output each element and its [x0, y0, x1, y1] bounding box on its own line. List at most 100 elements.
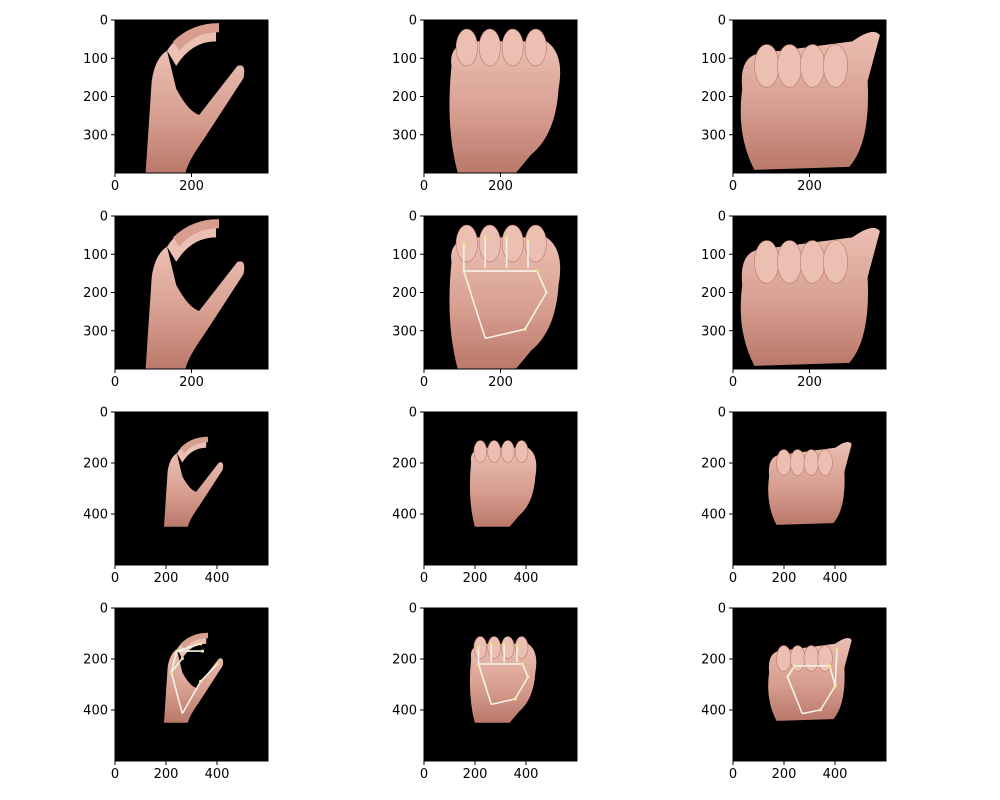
y-tick-label: 300 [701, 128, 726, 143]
panel-r1-c2: 0 200 0 100 200 300 [701, 210, 887, 390]
y-tick-label: 100 [392, 248, 417, 263]
hand-knuckle [776, 645, 792, 672]
skeleton-joint [515, 644, 519, 648]
hand-palm [145, 50, 245, 173]
axes-frame [732, 411, 887, 566]
axes-frame [732, 607, 887, 762]
x-tick-label: 200 [772, 767, 797, 782]
skeleton-joint [462, 241, 466, 246]
skeleton-bone [834, 649, 838, 687]
panel-r3-c0: 0 200 400 0 200 400 [83, 602, 269, 782]
skeleton-bone [514, 676, 529, 700]
hand-knuckle [524, 224, 547, 263]
hand-knuckle [455, 224, 478, 263]
hand-knuckle [777, 44, 803, 88]
skeleton-joint [835, 647, 839, 651]
hand-fingers [180, 632, 208, 650]
skeleton-joint [199, 642, 203, 646]
x-tick-label: 0 [729, 767, 737, 782]
skeleton-bone [828, 665, 836, 687]
x-tick-label: 0 [420, 179, 428, 194]
skeleton-joint [535, 269, 539, 273]
y-tick-label: 0 [718, 406, 726, 421]
image-background [115, 608, 268, 761]
skeleton-joint [180, 656, 184, 661]
panel-r3-c2: 0 200 400 0 200 400 [701, 602, 887, 782]
skeleton-bone [181, 681, 202, 714]
y-tick-label: 200 [83, 90, 108, 105]
x-tick-label: 200 [797, 375, 822, 390]
x-tick-label: 200 [797, 179, 822, 194]
panel-r2-c1: 0 200 400 0 200 400 [392, 406, 578, 586]
y-tick-label: 300 [701, 324, 726, 339]
x-tick-label: 400 [205, 571, 230, 586]
hand-knuckle [501, 636, 515, 659]
hand-knuckle [478, 28, 501, 67]
y-tick-label: 0 [100, 14, 108, 29]
x-tick-label: 400 [514, 571, 539, 586]
x-tick-label: 0 [420, 767, 428, 782]
y-tick-label: 400 [701, 508, 726, 523]
hand-knuckle [501, 224, 524, 263]
skeleton-joint [828, 664, 832, 668]
y-tick-label: 400 [83, 704, 108, 719]
y-tick-label: 0 [100, 406, 108, 421]
hand-knuckle [478, 224, 501, 263]
skeleton-bone [477, 663, 493, 705]
skeleton-joint [505, 235, 509, 239]
x-tick-label: 200 [463, 571, 488, 586]
y-tick-label: 0 [718, 602, 726, 617]
skeleton-bone [786, 665, 796, 678]
y-tick-label: 0 [100, 602, 108, 617]
hand-knuckle [789, 449, 806, 476]
panel-r0-c1: 0 200 0 100 200 300 [392, 14, 578, 194]
hand-knuckle [487, 440, 501, 463]
skeleton-bone [463, 270, 486, 339]
x-tick-label: 400 [823, 767, 848, 782]
hand-knuckle [524, 28, 547, 67]
axes-frame [114, 607, 269, 762]
x-tick-label: 0 [420, 375, 428, 390]
hand-knuckle [822, 44, 848, 88]
y-tick-label: 300 [83, 324, 108, 339]
hand-knuckle [817, 449, 833, 476]
hand-knuckle [514, 440, 529, 463]
y-tick-label: 100 [701, 52, 726, 67]
y-tick-label: 300 [83, 128, 108, 143]
skeleton-bone [176, 643, 201, 652]
axes-frame [423, 411, 578, 566]
hand-knuckle [501, 440, 515, 463]
hand-knuckle [501, 28, 524, 67]
y-tick-label: 200 [83, 286, 108, 301]
y-tick-label: 300 [392, 128, 417, 143]
skeleton-bone [819, 685, 836, 711]
x-tick-label: 200 [154, 571, 179, 586]
skeleton-bone [521, 663, 529, 678]
hand-palm [469, 447, 537, 527]
x-tick-label: 200 [154, 767, 179, 782]
y-tick-label: 100 [83, 52, 108, 67]
skeleton-bone [524, 292, 548, 330]
hand-knuckle [514, 636, 529, 659]
x-tick-label: 200 [488, 179, 513, 194]
hand-knuckle [777, 240, 803, 284]
x-tick-label: 200 [463, 767, 488, 782]
y-tick-label: 0 [409, 14, 417, 29]
hand-knuckle [776, 449, 792, 476]
hand-fingers [173, 23, 219, 51]
hand-palm [449, 237, 561, 369]
x-tick-label: 0 [111, 767, 119, 782]
x-tick-label: 400 [205, 767, 230, 782]
hand-knuckle [800, 240, 826, 284]
hand-fingers [173, 219, 219, 247]
y-tick-label: 100 [83, 248, 108, 263]
panel-r2-c2: 0 200 400 0 200 400 [701, 406, 887, 586]
hand-knuckle [455, 28, 478, 67]
skeleton-joint [520, 662, 525, 666]
hand-palm [164, 649, 224, 723]
y-tick-label: 200 [392, 653, 417, 668]
hand-fingers [180, 436, 208, 454]
skeleton-bone [786, 676, 803, 714]
x-tick-label: 0 [111, 375, 119, 390]
y-tick-label: 0 [409, 602, 417, 617]
